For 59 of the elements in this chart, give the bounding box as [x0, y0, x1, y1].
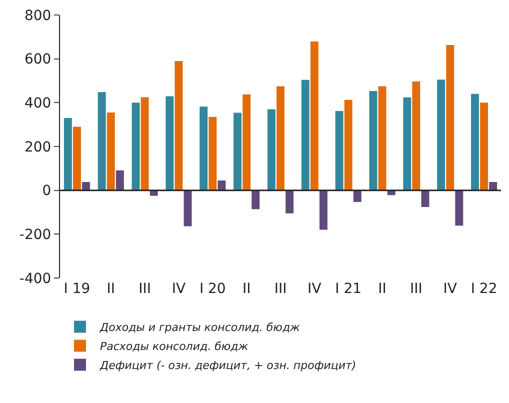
bar: [421, 190, 430, 207]
bar: [378, 86, 386, 190]
bar: [301, 80, 310, 190]
x-tick-label: IV: [172, 281, 186, 297]
bar: [140, 97, 149, 190]
bar: [267, 109, 276, 190]
x-tick-label: I 20: [199, 281, 226, 297]
bar: [276, 86, 284, 190]
bar: [412, 81, 420, 190]
y-tick-label: 200: [24, 139, 52, 156]
legend-label: Дефицит (- озн. дефицит, + озн. профицит): [99, 358, 356, 372]
x-tick-label: III: [410, 281, 422, 297]
bar: [335, 111, 344, 190]
x-tick-label: I 22: [470, 281, 498, 297]
y-tick-label: -200: [19, 227, 52, 244]
bar: [132, 102, 140, 190]
bar: [208, 116, 217, 190]
bar: [369, 91, 378, 190]
bar: [166, 96, 174, 190]
x-tick-label: I 21: [335, 281, 362, 297]
bar: [480, 102, 488, 190]
bar: [200, 106, 208, 190]
bar: [446, 45, 454, 190]
y-tick-label: 0: [42, 183, 52, 200]
x-tick-label: III: [274, 281, 287, 297]
x-tick-label: IV: [443, 281, 458, 297]
x-tick-label: I 19: [64, 281, 90, 297]
bar: [98, 92, 106, 190]
bar: [455, 190, 464, 226]
bar: [106, 112, 115, 190]
bar: [286, 190, 294, 214]
bar: [174, 61, 183, 190]
bar: [252, 190, 260, 210]
y-tick-label: 400: [24, 96, 52, 112]
bar: [218, 180, 226, 190]
bar: [116, 170, 124, 190]
bar: [64, 118, 72, 190]
bar: [353, 190, 362, 202]
bar: [242, 94, 251, 190]
bar: [184, 190, 192, 226]
legend-label: Доходы и гранты консолид. бюдж: [99, 320, 300, 334]
y-tick-label: -400: [19, 270, 52, 287]
bar: [437, 80, 446, 190]
y-tick-label: 800: [24, 8, 52, 24]
bar: [72, 126, 81, 190]
bar: [471, 94, 479, 190]
x-tick-label: III: [138, 281, 152, 297]
legend-label: Расходы консолид. бюдж: [100, 340, 248, 353]
x-tick-label: II: [106, 281, 116, 297]
bar: [310, 42, 318, 190]
x-tick-label: II: [378, 281, 386, 297]
bar: [403, 97, 412, 190]
x-tick-label: II: [242, 281, 251, 297]
bar: [344, 100, 352, 190]
bar: [234, 112, 242, 190]
x-tick-label: IV: [308, 281, 322, 297]
bar: [150, 190, 158, 196]
y-tick-label: 600: [24, 52, 52, 68]
bar: [319, 190, 328, 230]
